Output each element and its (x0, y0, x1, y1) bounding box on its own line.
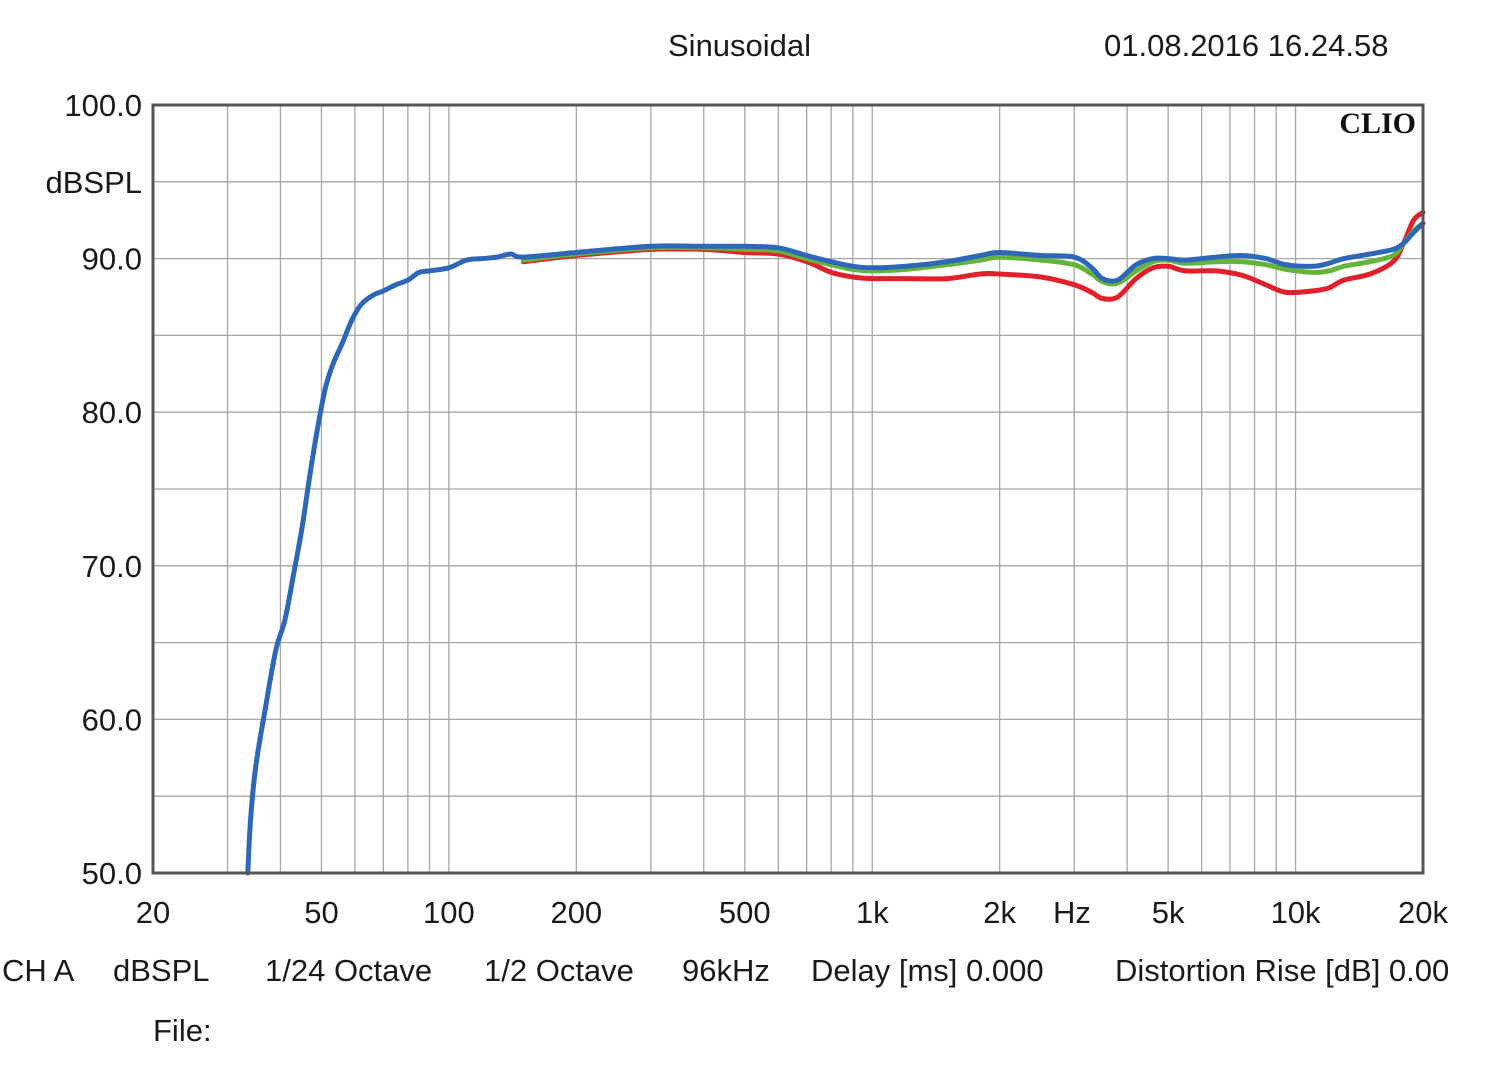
x-tick-label: 20k (1398, 895, 1448, 930)
x-tick-label: 10k (1271, 895, 1321, 930)
footer-distortion: Distortion Rise [dB] 0.00 (1115, 953, 1450, 988)
x-tick-label: 5k (1152, 895, 1185, 930)
x-tick-label: 1k (856, 895, 889, 930)
y-tick-label: 80.0 (82, 395, 142, 430)
y-tick-label: 50.0 (82, 856, 142, 891)
y-tick-label: 100.0 (64, 88, 142, 123)
x-tick-label: 100 (423, 895, 475, 930)
y-tick-label: 60.0 (82, 702, 142, 737)
series-lines (245, 210, 1426, 876)
x-tick-label: 20 (136, 895, 170, 930)
footer-sample-rate: 96kHz (682, 953, 770, 988)
footer-file-label: File: (153, 1013, 212, 1048)
series-line-blue (245, 220, 1426, 876)
x-tick-label: 200 (550, 895, 602, 930)
footer-channel: CH A (2, 953, 75, 988)
grid (153, 105, 1423, 873)
footer-resolution: 1/24 Octave (265, 953, 433, 988)
x-tick-label: 500 (719, 895, 771, 930)
series-line-red (520, 210, 1426, 302)
axis-labels: 100.0 90.0 80.0 70.0 60.0 50.0 20 50 100 200 500 1k… (45, 88, 1448, 930)
y-axis-label: dBSPL (45, 165, 142, 200)
footer-unit: dBSPL (113, 953, 210, 988)
footer-smoothing: 1/2 Octave (484, 953, 634, 988)
footer-delay: Delay [ms] 0.000 (811, 953, 1044, 988)
series-line-green (520, 220, 1426, 287)
x-tick-label: 2k (983, 895, 1016, 930)
timestamp: 01.08.2016 16.24.58 (1104, 28, 1389, 63)
chart-title: Sinusoidal (668, 28, 812, 63)
x-tick-label: 50 (304, 895, 338, 930)
y-tick-label: 70.0 (82, 549, 142, 584)
plot-frame (151, 103, 1425, 875)
clio-logo: CLIO (1339, 107, 1416, 140)
y-tick-label: 90.0 (82, 242, 142, 277)
x-axis-label: Hz (1053, 895, 1091, 930)
